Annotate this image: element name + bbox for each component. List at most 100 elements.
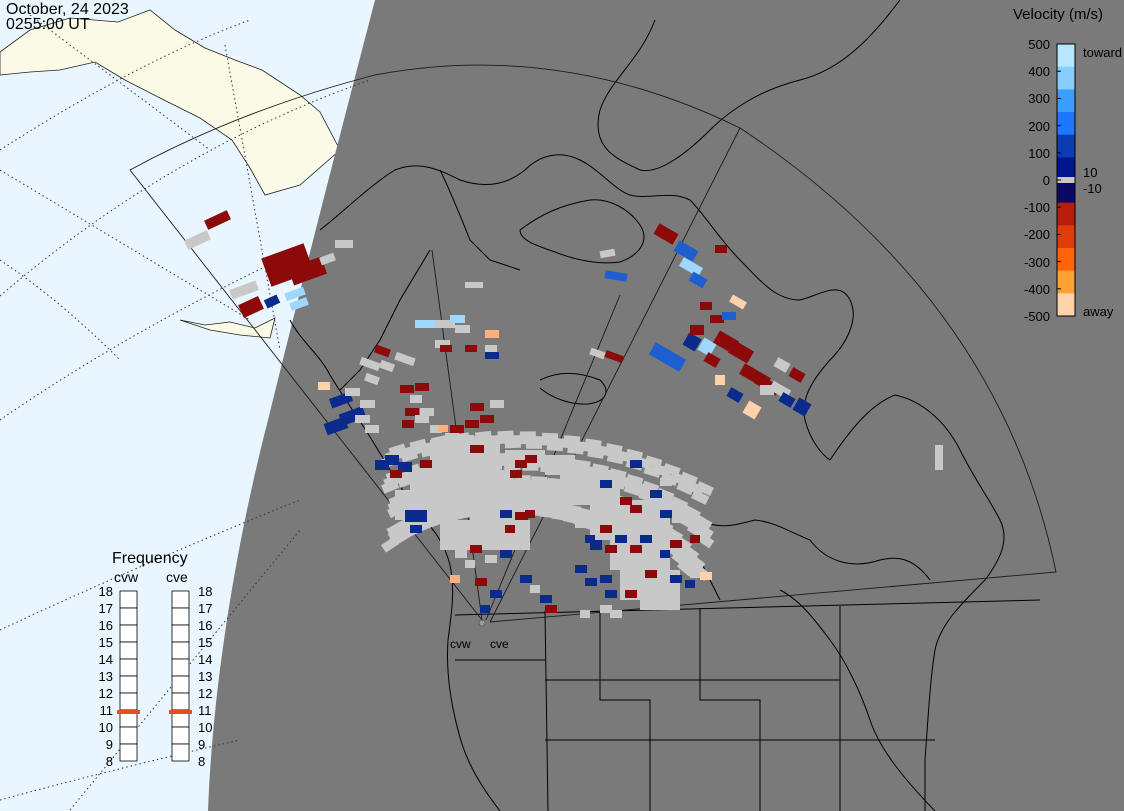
range-cell: [792, 397, 812, 417]
range-cell: [525, 455, 537, 463]
range-cell: [563, 435, 581, 446]
range-cell: [575, 565, 587, 573]
velocity-tick-label: 400: [1028, 64, 1050, 80]
date-label: October, 24 2023: [6, 1, 129, 18]
range-cell: [600, 605, 612, 613]
range-cell: [485, 345, 497, 352]
frequency-tick-left: 12: [98, 686, 113, 701]
range-cell: [435, 470, 447, 478]
frequency-tick-left: 13: [98, 669, 113, 684]
range-cell: [560, 505, 572, 513]
range-cell: [440, 345, 452, 352]
coastline: [289, 319, 501, 811]
grid-line: [29, 14, 211, 151]
grid-line: [0, 19, 251, 151]
range-cell: [510, 470, 522, 478]
frequency-tick-right: 10: [198, 720, 213, 735]
range-cell: [604, 350, 624, 363]
range-cell: [685, 580, 695, 588]
range-cell: [398, 462, 412, 472]
velocity-tick-label: -300: [1023, 254, 1050, 270]
range-cell: [604, 270, 628, 282]
range-cell: [520, 575, 532, 583]
velocity-tick-label: -400: [1023, 281, 1050, 297]
range-cell: [585, 578, 597, 586]
velocity-tick-label: -200: [1023, 227, 1050, 243]
threshold-pos-label: 10: [1083, 165, 1098, 180]
range-cell: [410, 525, 422, 533]
frequency-cell: [119, 641, 138, 660]
frequency-cell: [119, 726, 138, 745]
range-cell: [605, 545, 617, 553]
range-cell: [374, 344, 391, 358]
range-cell: [450, 575, 460, 583]
range-cell: [585, 535, 595, 543]
range-cell: [515, 460, 527, 468]
range-cell: [420, 408, 434, 416]
site-label-cve: cve: [490, 637, 509, 651]
range-cell: [490, 400, 504, 408]
range-cell: [680, 480, 694, 488]
range-cell: [599, 248, 616, 259]
frequency-panel: [117, 590, 192, 762]
range-cell: [695, 523, 714, 540]
range-cell: [470, 445, 484, 453]
range-cell: [490, 590, 502, 598]
frequency-cell: [119, 607, 138, 626]
range-cell: [485, 352, 499, 359]
range-cell: [410, 395, 422, 403]
range-cell: [640, 535, 652, 543]
range-cell: [480, 605, 490, 613]
range-cell: [610, 610, 622, 618]
range-cell: [355, 415, 370, 423]
frequency-title: Frequency: [112, 550, 188, 567]
range-cell: [673, 504, 693, 520]
range-cell: [630, 505, 642, 513]
range-cell: [640, 590, 680, 610]
range-cell: [485, 555, 497, 563]
range-cell: [670, 540, 682, 548]
range-cell: [420, 460, 432, 468]
range-cell: [450, 315, 465, 323]
range-cell: [760, 385, 774, 395]
range-cell: [682, 332, 702, 352]
range-cell: [204, 210, 231, 230]
range-cell: [727, 340, 755, 364]
frequency-tick-left: 15: [98, 635, 113, 650]
coastline: [439, 169, 521, 271]
radar-site-marker: [478, 619, 486, 627]
velocity-scale: [1056, 43, 1076, 317]
frequency-cell: [119, 658, 138, 677]
range-cell: [445, 433, 459, 441]
frequency-cell: [171, 641, 190, 660]
time-label: 0255:00 UT: [6, 16, 90, 33]
range-cell: [773, 357, 791, 373]
range-cell: [460, 435, 474, 443]
range-cell: [287, 256, 328, 286]
range-cell: [465, 345, 477, 352]
range-cell: [385, 455, 399, 465]
velocity-color-segment: [1057, 44, 1075, 68]
ground-scatter-segment: [1057, 177, 1075, 183]
range-cell: [415, 495, 427, 503]
range-cell: [695, 531, 715, 549]
range-cell: [345, 388, 360, 396]
range-cell: [390, 470, 402, 478]
site-label-cvw: cvw: [450, 637, 471, 651]
velocity-color-segment: [1057, 89, 1075, 113]
range-cell: [620, 497, 632, 505]
range-cell: [465, 282, 483, 288]
frequency-tick-left: 9: [105, 737, 113, 752]
range-cell: [660, 510, 672, 518]
threshold-neg-label: -10: [1083, 181, 1102, 196]
range-cell: [402, 420, 414, 428]
range-cell: [670, 575, 682, 583]
frequency-tick-right: 17: [198, 601, 213, 616]
range-cell: [525, 510, 535, 518]
range-cell: [530, 585, 540, 593]
range-cell: [700, 302, 712, 310]
range-cell: [184, 230, 211, 250]
frequency-tick-right: 14: [198, 652, 213, 667]
